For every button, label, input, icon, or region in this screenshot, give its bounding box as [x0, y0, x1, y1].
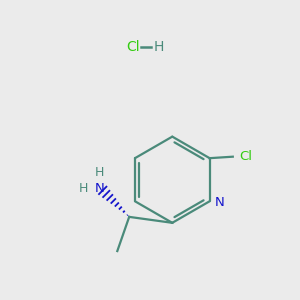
Text: H: H: [95, 166, 104, 179]
Text: H: H: [79, 182, 88, 195]
Text: H: H: [154, 40, 164, 55]
Text: N: N: [214, 196, 224, 209]
Text: Cl: Cl: [126, 40, 140, 55]
Text: Cl: Cl: [239, 150, 252, 163]
Text: N: N: [94, 182, 104, 195]
